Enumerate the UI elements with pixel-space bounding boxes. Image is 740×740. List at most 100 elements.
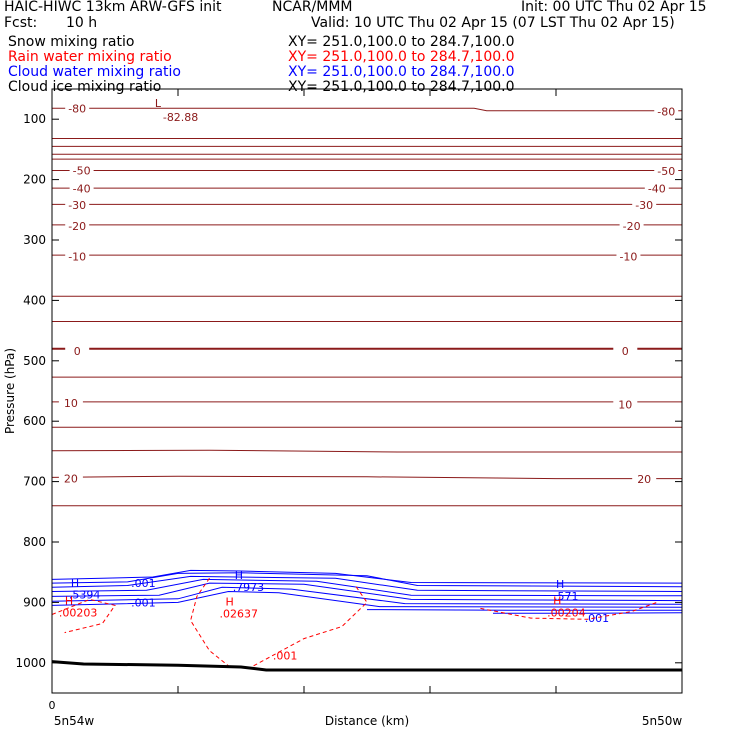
institution-label: NCAR/MMM	[272, 0, 353, 15]
contour-label-bg	[654, 164, 679, 177]
x-left-location-label: 5n54w	[54, 714, 95, 728]
y-tick-label: 200	[23, 173, 46, 187]
y-tick-label: 400	[23, 293, 46, 307]
temperature-contour-label: -30	[635, 199, 653, 212]
cloud-water-contour	[51, 569, 683, 584]
cloud-water-maximum-value: .7973	[233, 581, 265, 594]
y-tick-label: 500	[23, 354, 46, 368]
field-xy-rain: XY= 251.0,100.0 to 284.7,100.0	[288, 49, 515, 65]
forecast-label: Fcst:	[4, 15, 38, 31]
low-marker: L	[155, 97, 162, 110]
cloud-water-maximum-value: .5394	[69, 588, 101, 601]
field-name-snow: Snow mixing ratio	[8, 34, 135, 50]
field-name-rain: Rain water mixing ratio	[8, 49, 172, 65]
temperature-contour-label: -10	[619, 250, 637, 263]
temperature-contour-label: -80	[657, 105, 675, 118]
y-tick-label: 100	[23, 112, 46, 126]
cloud-water-contour	[51, 586, 683, 605]
forecast-hour: 10 h	[66, 15, 98, 31]
contour-label-bg	[65, 197, 90, 210]
terrain-line	[51, 660, 682, 672]
rain-water-maximum-value: .00204	[547, 606, 586, 619]
contour-label-bg	[69, 181, 94, 194]
cloud-water-contour	[51, 575, 683, 592]
rain-water-contour	[51, 598, 116, 634]
cloud-water-maximum: H	[556, 578, 564, 591]
contour-label-bg	[619, 219, 644, 232]
temperature-contour-label: 20	[637, 473, 651, 486]
rain-water-maximum-value: .02637	[220, 608, 258, 621]
field-xy-cloud-ice: XY= 251.0,100.0 to 284.7,100.0	[288, 79, 515, 95]
contour-label-bg	[65, 249, 90, 262]
temperature-contour-label: 0	[74, 345, 81, 358]
rain-water-maximum-value: .00203	[59, 606, 98, 619]
contour-label-bg	[613, 344, 638, 357]
cloud-water-contour-label: .001	[131, 577, 156, 590]
temperature-contour	[51, 449, 682, 453]
y-tick-label: 900	[23, 595, 46, 609]
y-tick-label: 600	[23, 414, 46, 428]
low-marker-value: -82.88	[163, 111, 198, 124]
cloud-water-contour	[51, 590, 683, 608]
cloud-water-contour	[366, 609, 682, 611]
temperature-contour-label: -30	[68, 199, 86, 212]
contour-label-bg	[644, 181, 669, 194]
contour-label-bg	[632, 197, 657, 210]
temperature-contour	[51, 475, 682, 480]
field-name-cloud-water: Cloud water mixing ratio	[8, 64, 181, 80]
contour-label-bg	[654, 104, 679, 117]
contour-label-bg	[58, 471, 83, 484]
x-axis-label: Distance (km)	[325, 714, 409, 728]
contour-label-bg	[632, 472, 657, 485]
temperature-contour-label: 0	[622, 345, 629, 358]
field-xy-snow: XY= 251.0,100.0 to 284.7,100.0	[288, 34, 515, 50]
temperature-contour-label: -50	[73, 165, 91, 178]
temperature-contour-label: -20	[623, 220, 641, 233]
cloud-water-contour	[51, 582, 683, 602]
temperature-contour-label: -50	[657, 165, 675, 178]
cloud-water-contour	[51, 578, 683, 597]
rain-water-contour	[480, 601, 657, 620]
temperature-contour-label: -80	[68, 102, 86, 115]
temperature-contour-label: -10	[68, 250, 86, 263]
y-tick-label: 300	[23, 233, 46, 247]
contour-label-bg	[613, 397, 638, 410]
x-right-location-label: 5n50w	[642, 714, 683, 728]
field-xy-cloud-water: XY= 251.0,100.0 to 284.7,100.0	[288, 64, 515, 80]
rain-water-maximum: H	[65, 594, 73, 607]
rain-water-maximum: H	[226, 596, 234, 609]
cloud-water-contour	[51, 572, 683, 588]
contour-label-bg	[69, 163, 94, 176]
cloud-water-contour	[493, 612, 683, 614]
rain-water-contour	[253, 584, 368, 667]
model-title: HAIC-HIWC 13km ARW-GFS init	[4, 0, 222, 15]
y-tick-label: 1000	[15, 656, 46, 670]
temperature-contour-label: -40	[73, 183, 91, 196]
y-tick-label: 800	[23, 535, 46, 549]
temperature-contour-label: -20	[68, 220, 86, 233]
temperature-contour-label: 10	[618, 398, 632, 411]
temperature-contour-label: 10	[64, 397, 78, 410]
valid-time: Valid: 10 UTC Thu 02 Apr 15 (07 LST Thu …	[311, 15, 675, 31]
contour-label-bg	[65, 344, 90, 357]
x-origin-label: 0	[49, 699, 56, 712]
cloud-water-maximum: H	[235, 569, 243, 582]
cloud-water-contour-label: .001	[131, 596, 156, 609]
y-tick-label: 700	[23, 475, 46, 489]
temperature-contour-label: -40	[648, 183, 666, 196]
rain-water-contour	[190, 577, 229, 667]
temperature-contour-label: 20	[64, 473, 78, 486]
plot-frame	[51, 88, 683, 694]
y-axis-label: Pressure (hPa)	[3, 348, 17, 434]
init-time: Init: 00 UTC Thu 02 Apr 15	[521, 0, 707, 15]
contour-label-bg	[65, 101, 90, 114]
cloud-water-contour-label: .001	[585, 612, 610, 625]
contour-label-bg	[65, 219, 90, 232]
cloud-water-maximum: H	[71, 576, 79, 589]
rain-water-maximum: H	[553, 594, 561, 607]
temperature-contour	[52, 107, 682, 112]
field-name-cloud-ice: Cloud ice mixing ratio	[8, 79, 162, 95]
contour-label-bg	[616, 249, 641, 262]
